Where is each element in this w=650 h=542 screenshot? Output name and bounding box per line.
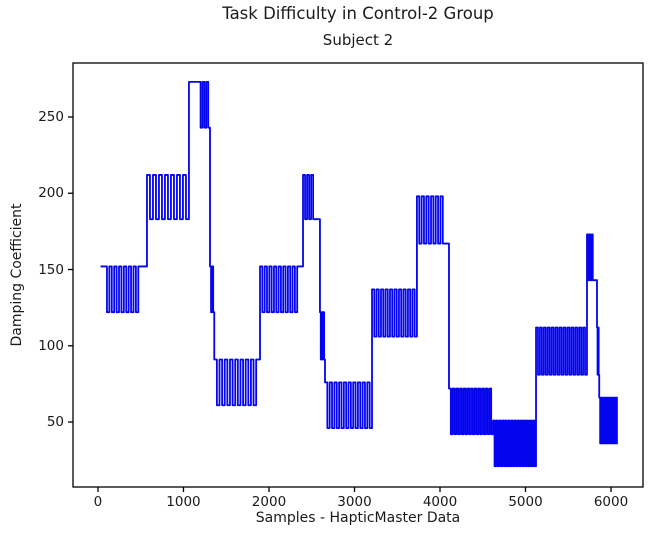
plot-area-border xyxy=(72,62,644,488)
x-tick-label: 0 xyxy=(93,494,103,510)
axis-ticks xyxy=(68,116,612,492)
x-tick-label: 1000 xyxy=(166,494,201,510)
y-tick-label: 50 xyxy=(46,414,64,431)
damping-series-line xyxy=(100,81,618,468)
x-tick-label: 4000 xyxy=(422,494,458,510)
damping-line xyxy=(100,81,618,468)
chart-title: Subject 2 xyxy=(322,31,394,49)
chart-suptitle: Task Difficulty in Control-2 Group xyxy=(222,4,494,23)
x-tick-label: 3000 xyxy=(337,494,372,510)
x-tick-label: 2000 xyxy=(251,494,287,510)
x-axis-label: Samples - HapticMaster Data xyxy=(255,510,461,526)
y-tick-label: 200 xyxy=(38,185,64,202)
x-tick-label: 6000 xyxy=(593,494,629,510)
y-tick-label: 250 xyxy=(38,108,64,125)
y-tick-label: 100 xyxy=(38,337,64,354)
y-tick-label: 150 xyxy=(38,261,64,278)
x-tick-label: 5000 xyxy=(508,494,543,510)
